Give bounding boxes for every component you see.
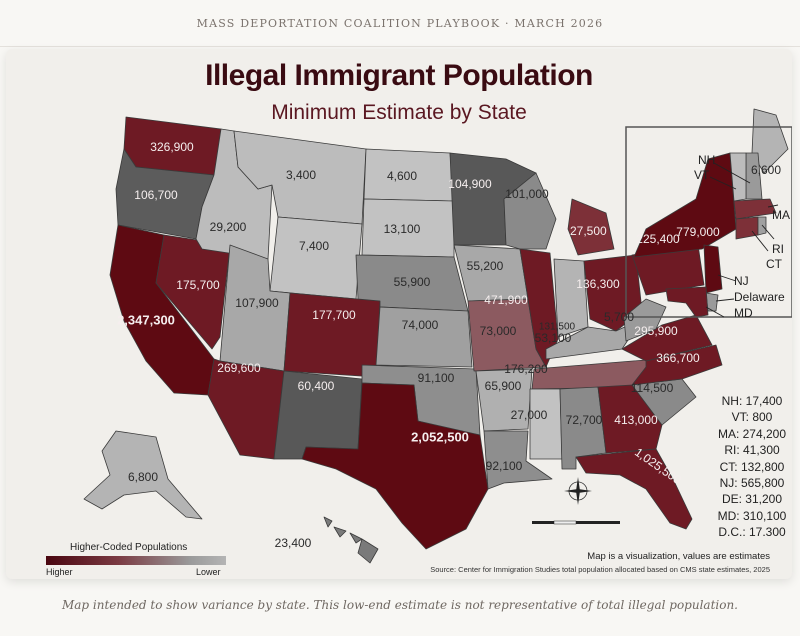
label-nv: 175,700 (176, 278, 220, 292)
label-al: 72,700 (565, 413, 603, 427)
label-ky: 53,100 (534, 331, 572, 345)
inset-label-ct: CT (766, 257, 782, 271)
state-ks (375, 306, 473, 368)
label-ok: 91,100 (417, 371, 455, 385)
visualization-note: Map is a visualization, values are estim… (587, 551, 770, 562)
inset-label-nh: NH (698, 153, 716, 167)
label-ne: 55,900 (393, 275, 431, 289)
label-ak: 6,800 (127, 470, 159, 484)
small-state-row: D.C.: 17.300 (718, 525, 786, 540)
label-me: 6,600 (750, 163, 782, 177)
state-md (665, 286, 709, 318)
label-in: 131,500 (538, 321, 576, 333)
small-state-row: NH: 17,400 (721, 394, 783, 408)
state-co (283, 292, 381, 378)
state-mi (567, 198, 615, 256)
state-ri (757, 216, 767, 236)
label-tx: 2,052,500 (411, 429, 469, 445)
state-la (483, 430, 553, 490)
state-ak (83, 430, 203, 520)
state-wi (503, 172, 557, 250)
label-ar: 65,900 (484, 379, 522, 393)
label-mt: 3,400 (285, 168, 317, 182)
label-sc: 114,500 (630, 381, 674, 395)
label-wy: 7,400 (298, 239, 330, 253)
legend-gradient-bar (46, 556, 226, 565)
state-ct (735, 216, 759, 240)
state-hi (323, 516, 379, 564)
state-tx (301, 382, 489, 550)
label-mo: 73,000 (479, 324, 517, 338)
label-ny: 779,000 (676, 225, 720, 239)
inset-label-ma: MA (772, 208, 790, 222)
label-la: 92,100 (485, 459, 523, 473)
label-az: 269,600 (217, 361, 261, 375)
state-nc (631, 344, 723, 386)
label-nm: 60,400 (297, 379, 335, 393)
state-il (519, 248, 559, 368)
state-me (751, 108, 789, 174)
label-sd: 13,100 (383, 222, 421, 236)
legend-high-label: Higher (46, 567, 73, 577)
small-state-row: MA: 274,200 (717, 426, 787, 441)
label-mi: 127,500 (563, 224, 607, 238)
state-fl (575, 448, 693, 530)
small-state-row: NJ: 565,800 (719, 476, 785, 491)
caption: Map intended to show variance by state. … (61, 598, 738, 612)
small-state-row: MD: 310,100 (717, 508, 787, 523)
small-state-row: RI: 41,300 (724, 443, 780, 458)
scale-bar (532, 520, 620, 525)
label-va: 295,900 (634, 324, 678, 338)
label-hi: 23,400 (274, 536, 312, 550)
state-wv (623, 298, 667, 342)
state-vt (729, 152, 747, 202)
label-il: 471,900 (484, 293, 528, 307)
inset-label-de: Delaware (734, 290, 785, 304)
label-tn: 176,200 (504, 362, 548, 376)
label-wv: 5,700 (603, 310, 635, 324)
label-ks: 74,000 (401, 318, 439, 332)
label-ut: 107,900 (235, 296, 279, 310)
label-wa: 326,900 (150, 140, 194, 154)
source-note: Source: Center for Immigration Studies t… (430, 565, 770, 574)
legend-title: Higher-Coded Populations (70, 542, 188, 553)
map-card: Illegal Immigrant Population Minimum Est… (6, 49, 792, 579)
northeast-inset-frame (625, 126, 792, 318)
map-title: Illegal Immigrant Population (205, 59, 593, 92)
label-oh: 136,300 (576, 277, 620, 291)
small-state-row: VT: 800 (731, 410, 773, 425)
small-state-row: CT: 132,800 (719, 459, 785, 474)
label-ms: 27,000 (510, 408, 548, 422)
state-ar (475, 368, 533, 432)
label-co: 177,700 (312, 308, 356, 322)
label-ia: 55,200 (466, 259, 504, 273)
label-wi: 101,000 (505, 187, 549, 201)
state-wy (269, 216, 363, 300)
label-id: 29,200 (209, 220, 247, 234)
inset-label-ri: RI (772, 242, 784, 256)
label-nc: 366,700 (656, 351, 700, 365)
inset-label-vt: VT (694, 168, 710, 182)
inset-label-md: MD (734, 306, 753, 320)
compass-rose-icon (564, 477, 592, 505)
small-state-row: DE: 31,200 (721, 492, 783, 507)
legend-low-label: Lower (196, 567, 221, 577)
label-ca: 2,347,300 (117, 312, 175, 328)
state-nj (703, 244, 723, 294)
kicker-text: MASS DEPORTATION COALITION PLAYBOOK · MA… (196, 16, 604, 30)
state-ms (529, 388, 563, 460)
label-nd: 4,600 (386, 169, 418, 183)
state-ma (733, 198, 777, 220)
label-or: 106,700 (134, 188, 178, 202)
map-subtitle: Minimum Estimate by State (271, 101, 527, 124)
label-pa: 225,400 (636, 232, 680, 246)
label-mn: 104,900 (448, 177, 492, 191)
label-ga: 413,000 (614, 413, 658, 427)
us-choropleth-map (83, 108, 792, 564)
small-states-list: NH: 17,400 VT: 800 MA: 274,200 RI: 41,30… (712, 393, 792, 541)
inset-label-nj: NJ (734, 274, 749, 288)
state-ga (597, 384, 663, 454)
top-bar: MASS DEPORTATION COALITION PLAYBOOK · MA… (0, 0, 800, 47)
